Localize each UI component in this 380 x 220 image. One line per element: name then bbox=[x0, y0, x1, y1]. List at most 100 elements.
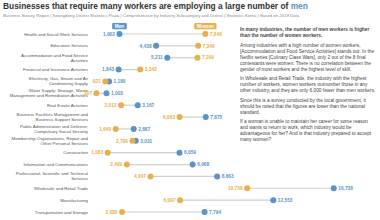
dot bbox=[147, 173, 153, 179]
dot bbox=[202, 31, 208, 37]
data-label: 7,794 bbox=[209, 210, 221, 215]
connector bbox=[119, 69, 141, 70]
data-label: 4,438 bbox=[140, 44, 152, 49]
dot bbox=[129, 138, 135, 144]
dot bbox=[135, 102, 141, 108]
legend-item: Men bbox=[112, 23, 127, 29]
connector bbox=[150, 176, 217, 177]
dot bbox=[137, 67, 143, 73]
category-label-line: Construction bbox=[63, 150, 88, 155]
category-label: Business Facilities Management andBusine… bbox=[16, 112, 88, 122]
connector bbox=[247, 188, 334, 189]
data-label: 921 bbox=[93, 79, 101, 84]
chart-svg: Businesses that require many workers are… bbox=[0, 0, 380, 220]
data-label: 2,012 bbox=[105, 103, 117, 108]
dot bbox=[116, 67, 122, 73]
legend-item: Women bbox=[194, 23, 216, 29]
annotation: In Wholesale and Retail Trade, the indus… bbox=[240, 76, 376, 94]
data-label: 1,083 bbox=[91, 150, 103, 155]
data-label: 6,063 bbox=[163, 115, 175, 120]
dot bbox=[177, 150, 183, 156]
data-label: 1,003 bbox=[111, 91, 123, 96]
title-highlight: men bbox=[291, 1, 308, 11]
subtitle: Business Survey Report | Seongdong Distr… bbox=[3, 13, 300, 18]
data-label: 7,299 bbox=[202, 55, 214, 60]
category-label-line: Business Support Services bbox=[36, 117, 89, 122]
category-label: Electricity, Gas, Steam and AirCondition… bbox=[29, 76, 89, 86]
dot bbox=[116, 31, 122, 37]
dot bbox=[331, 185, 337, 191]
category-label: Real Estate Activities bbox=[47, 103, 89, 108]
data-label: 307 bbox=[84, 91, 92, 96]
connector bbox=[127, 164, 193, 165]
data-label: 5,211 bbox=[151, 55, 163, 60]
data-label: 10,738 bbox=[228, 186, 243, 191]
category-label-line: Other Personal Services bbox=[40, 141, 88, 146]
dot bbox=[177, 114, 183, 120]
dot bbox=[119, 209, 125, 215]
dot bbox=[105, 150, 111, 156]
connector bbox=[119, 33, 205, 34]
category-labels: Health and Social Work ServicesEducation… bbox=[10, 32, 89, 215]
category-label-line: Wholesale and Retail Trade bbox=[34, 186, 88, 191]
category-label: Construction bbox=[63, 150, 88, 155]
category-label: Information and Communications bbox=[24, 162, 89, 167]
connector bbox=[180, 116, 206, 117]
category-label: Public Administration and Defence;Compul… bbox=[20, 124, 89, 134]
category-label-line: Information and Communications bbox=[24, 162, 89, 167]
legend-label: Men bbox=[115, 24, 125, 29]
dot bbox=[203, 114, 209, 120]
category-label: Transportation and Storage bbox=[35, 210, 89, 215]
dot bbox=[190, 162, 196, 168]
connector bbox=[108, 152, 180, 153]
data-label: 7,849 bbox=[210, 32, 222, 37]
dot bbox=[244, 185, 250, 191]
legend: Men Women bbox=[112, 23, 216, 29]
data-label: 1,180 bbox=[114, 79, 126, 84]
dot bbox=[214, 173, 220, 179]
data-label: 8,663 bbox=[222, 174, 234, 179]
connector bbox=[167, 57, 197, 58]
dot bbox=[131, 126, 137, 132]
annotation: If a woman is unable to maintain her car… bbox=[240, 119, 376, 143]
data-label: 16,738 bbox=[338, 186, 353, 191]
annotation-panel: In many industries, the number of men wo… bbox=[240, 27, 376, 147]
annotation: In many industries, the number of men wo… bbox=[240, 27, 376, 39]
dot bbox=[164, 55, 170, 61]
annotation: Among industries with a high number of w… bbox=[240, 43, 376, 73]
data-label: 12,553 bbox=[278, 198, 293, 203]
category-label: Accommodation and Food ServiceActivities bbox=[21, 53, 89, 63]
legend-swatch bbox=[112, 23, 127, 29]
legend-swatch bbox=[194, 23, 216, 29]
connector bbox=[156, 45, 198, 46]
dot bbox=[102, 78, 108, 84]
data-label: 6,097 bbox=[164, 198, 176, 203]
data-label: 7,875 bbox=[210, 115, 222, 120]
category-label-line: Real Estate Activities bbox=[47, 103, 89, 108]
category-label: Health and Social Work Services bbox=[24, 32, 89, 37]
category-label: Financial and Insurance Activities bbox=[23, 67, 89, 72]
chart-container: Businesses that require many workers are… bbox=[0, 0, 380, 220]
data-label: 2,080 bbox=[106, 210, 118, 215]
category-label-line: Financial and Insurance Activities bbox=[23, 67, 89, 72]
dot bbox=[194, 55, 200, 61]
data-label: 6,968 bbox=[197, 162, 209, 167]
category-label-line: Manufacturing bbox=[60, 198, 88, 203]
category-label: Manufacturing bbox=[60, 198, 88, 203]
dot bbox=[177, 197, 183, 203]
dot bbox=[113, 126, 119, 132]
dot bbox=[118, 102, 124, 108]
data-label: 2,798 bbox=[116, 139, 128, 144]
data-label: 1,902 bbox=[103, 32, 115, 37]
dot bbox=[103, 90, 109, 96]
connector bbox=[122, 211, 205, 212]
annotation: Since this is a survey conducted by the … bbox=[240, 98, 376, 116]
category-label: Membership Organizations, Repair andOthe… bbox=[12, 136, 89, 146]
dot bbox=[153, 43, 159, 49]
data-label: 3,343 bbox=[145, 67, 157, 72]
connector bbox=[180, 200, 273, 201]
data-label: 3,167 bbox=[142, 103, 154, 108]
title: Businesses that require many workers are… bbox=[3, 1, 308, 11]
category-label: Professional, Scientific and TechnicalSe… bbox=[16, 171, 89, 181]
data-label: 2,409 bbox=[110, 162, 122, 167]
